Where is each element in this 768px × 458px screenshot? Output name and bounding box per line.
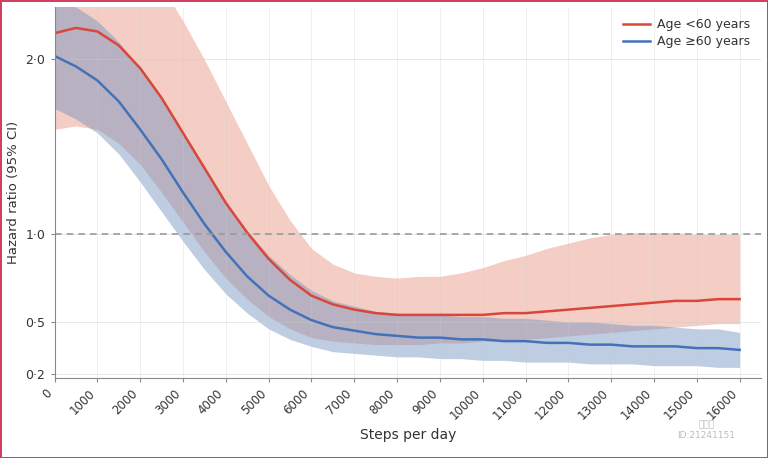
Age ≥60 years <box>243 273 252 279</box>
Age ≥60 years <box>371 332 380 337</box>
Age <60 years <box>221 200 230 206</box>
Age ≥60 years <box>264 293 273 298</box>
Age ≥60 years <box>50 53 59 59</box>
Age ≥60 years <box>692 345 701 351</box>
Age ≥60 years <box>542 340 551 346</box>
Age <60 years <box>457 312 466 318</box>
Age ≥60 years <box>136 127 145 132</box>
Age ≥60 years <box>392 333 402 338</box>
Age <60 years <box>713 296 723 302</box>
Age <60 years <box>628 302 637 307</box>
Age <60 years <box>735 296 744 302</box>
Age <60 years <box>607 303 616 309</box>
Age <60 years <box>585 305 594 311</box>
Age <60 years <box>499 311 508 316</box>
Age ≥60 years <box>713 345 723 351</box>
Age ≥60 years <box>286 307 295 312</box>
Age ≥60 years <box>478 337 488 342</box>
Age <60 years <box>136 65 145 71</box>
Legend: Age <60 years, Age ≥60 years: Age <60 years, Age ≥60 years <box>618 13 755 53</box>
Age ≥60 years <box>221 249 230 255</box>
Age <60 years <box>93 29 102 34</box>
Age ≥60 years <box>564 340 573 346</box>
Age ≥60 years <box>650 344 659 349</box>
Age ≥60 years <box>735 347 744 353</box>
Age <60 years <box>371 311 380 316</box>
Age ≥60 years <box>670 344 680 349</box>
Age ≥60 years <box>157 157 166 162</box>
Age <60 years <box>670 298 680 304</box>
Age <60 years <box>50 30 59 36</box>
Age ≥60 years <box>628 344 637 349</box>
Age ≥60 years <box>414 335 423 340</box>
Age ≥60 years <box>457 337 466 342</box>
Age <60 years <box>200 165 209 171</box>
Age ≥60 years <box>585 342 594 347</box>
Age ≥60 years <box>307 317 316 323</box>
Age <60 years <box>542 309 551 314</box>
Age <60 years <box>478 312 488 318</box>
Age <60 years <box>307 293 316 298</box>
Age <60 years <box>349 307 359 312</box>
Age <60 years <box>157 95 166 101</box>
Age <60 years <box>264 256 273 262</box>
Age <60 years <box>392 312 402 318</box>
Age <60 years <box>521 311 530 316</box>
Age <60 years <box>435 312 445 318</box>
Age ≥60 years <box>607 342 616 347</box>
Age <60 years <box>71 25 81 31</box>
Age <60 years <box>650 300 659 305</box>
Age ≥60 years <box>328 324 337 330</box>
Age ≥60 years <box>93 78 102 83</box>
Age ≥60 years <box>71 64 81 69</box>
Age <60 years <box>564 307 573 312</box>
X-axis label: Steps per day: Steps per day <box>359 428 456 442</box>
Age ≥60 years <box>349 328 359 333</box>
Age ≥60 years <box>499 338 508 344</box>
Age ≥60 years <box>114 98 124 104</box>
Line: Age ≥60 years: Age ≥60 years <box>55 56 740 350</box>
Age ≥60 years <box>521 338 530 344</box>
Age <60 years <box>243 230 252 235</box>
Age ≥60 years <box>178 190 187 195</box>
Age <60 years <box>178 130 187 136</box>
Age <60 years <box>114 43 124 48</box>
Age <60 years <box>286 277 295 283</box>
Age <60 years <box>414 312 423 318</box>
Age ≥60 years <box>435 335 445 340</box>
Text: 杨进则
ID:21241151: 杨进则 ID:21241151 <box>677 420 736 440</box>
Age <60 years <box>328 302 337 307</box>
Age <60 years <box>692 298 701 304</box>
Line: Age <60 years: Age <60 years <box>55 28 740 315</box>
Age ≥60 years <box>200 221 209 227</box>
Y-axis label: Hazard ratio (95% CI): Hazard ratio (95% CI) <box>7 121 20 264</box>
